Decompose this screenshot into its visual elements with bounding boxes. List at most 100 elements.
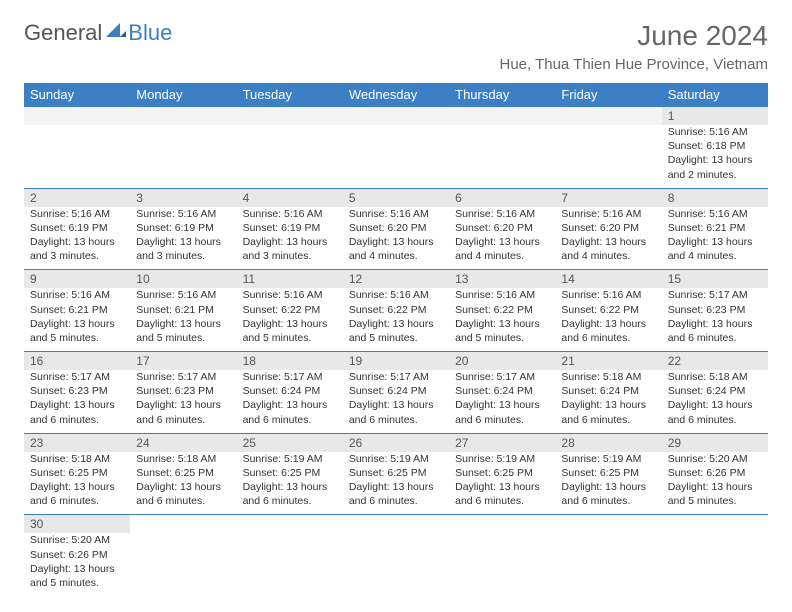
sunset-line: Sunset: 6:24 PM xyxy=(455,384,549,398)
day-number-row: 2345678 xyxy=(24,188,768,207)
day-cell: Sunrise: 5:19 AMSunset: 6:25 PMDaylight:… xyxy=(449,452,555,515)
calendar-week-row: Sunrise: 5:16 AMSunset: 6:21 PMDaylight:… xyxy=(24,288,768,351)
day-number: 5 xyxy=(343,188,449,207)
day-number: 15 xyxy=(662,270,768,289)
sunrise-line: Sunrise: 5:19 AM xyxy=(561,452,655,466)
sunset-line: Sunset: 6:25 PM xyxy=(243,466,337,480)
sunset-line: Sunset: 6:22 PM xyxy=(455,303,549,317)
day-cell: Sunrise: 5:19 AMSunset: 6:25 PMDaylight:… xyxy=(237,452,343,515)
sunrise-line: Sunrise: 5:16 AM xyxy=(561,288,655,302)
daylight-line: Daylight: 13 hours and 5 minutes. xyxy=(349,317,443,345)
day-number: 22 xyxy=(662,352,768,371)
sunrise-line: Sunrise: 5:16 AM xyxy=(136,288,230,302)
day-cell: Sunrise: 5:18 AMSunset: 6:24 PMDaylight:… xyxy=(662,370,768,433)
day-cell xyxy=(449,533,555,596)
daylight-line: Daylight: 13 hours and 4 minutes. xyxy=(668,235,762,263)
day-cell xyxy=(555,533,661,596)
day-cell: Sunrise: 5:16 AMSunset: 6:18 PMDaylight:… xyxy=(662,125,768,188)
day-cell: Sunrise: 5:16 AMSunset: 6:21 PMDaylight:… xyxy=(662,207,768,270)
day-number xyxy=(449,107,555,126)
day-cell: Sunrise: 5:17 AMSunset: 6:24 PMDaylight:… xyxy=(237,370,343,433)
calendar-week-row: Sunrise: 5:16 AMSunset: 6:18 PMDaylight:… xyxy=(24,125,768,188)
day-cell xyxy=(662,533,768,596)
day-number xyxy=(237,107,343,126)
logo-text-general: General xyxy=(24,20,102,46)
day-number xyxy=(449,515,555,534)
sunrise-line: Sunrise: 5:18 AM xyxy=(30,452,124,466)
day-number xyxy=(130,107,236,126)
sunrise-line: Sunrise: 5:18 AM xyxy=(561,370,655,384)
day-number xyxy=(343,515,449,534)
sunrise-line: Sunrise: 5:20 AM xyxy=(668,452,762,466)
day-cell: Sunrise: 5:17 AMSunset: 6:24 PMDaylight:… xyxy=(449,370,555,433)
weekday-header-row: Sunday Monday Tuesday Wednesday Thursday… xyxy=(24,83,768,107)
weekday-header: Monday xyxy=(130,83,236,107)
month-title: June 2024 xyxy=(500,20,769,52)
sunset-line: Sunset: 6:23 PM xyxy=(136,384,230,398)
sunset-line: Sunset: 6:22 PM xyxy=(349,303,443,317)
day-number: 9 xyxy=(24,270,130,289)
day-cell: Sunrise: 5:17 AMSunset: 6:23 PMDaylight:… xyxy=(130,370,236,433)
day-number xyxy=(662,515,768,534)
day-cell: Sunrise: 5:16 AMSunset: 6:21 PMDaylight:… xyxy=(130,288,236,351)
day-number: 30 xyxy=(24,515,130,534)
sunrise-line: Sunrise: 5:16 AM xyxy=(243,207,337,221)
sunrise-line: Sunrise: 5:19 AM xyxy=(455,452,549,466)
daylight-line: Daylight: 13 hours and 6 minutes. xyxy=(561,398,655,426)
day-number: 11 xyxy=(237,270,343,289)
daylight-line: Daylight: 13 hours and 3 minutes. xyxy=(136,235,230,263)
day-cell: Sunrise: 5:16 AMSunset: 6:19 PMDaylight:… xyxy=(24,207,130,270)
sunrise-line: Sunrise: 5:17 AM xyxy=(243,370,337,384)
calendar-body: 1Sunrise: 5:16 AMSunset: 6:18 PMDaylight… xyxy=(24,107,768,597)
day-cell xyxy=(343,533,449,596)
sunset-line: Sunset: 6:21 PM xyxy=(668,221,762,235)
day-cell: Sunrise: 5:20 AMSunset: 6:26 PMDaylight:… xyxy=(24,533,130,596)
daylight-line: Daylight: 13 hours and 5 minutes. xyxy=(455,317,549,345)
sunrise-line: Sunrise: 5:19 AM xyxy=(349,452,443,466)
day-number: 29 xyxy=(662,433,768,452)
day-cell: Sunrise: 5:16 AMSunset: 6:20 PMDaylight:… xyxy=(343,207,449,270)
sunset-line: Sunset: 6:21 PM xyxy=(30,303,124,317)
sunset-line: Sunset: 6:24 PM xyxy=(561,384,655,398)
daylight-line: Daylight: 13 hours and 3 minutes. xyxy=(243,235,337,263)
sunrise-line: Sunrise: 5:17 AM xyxy=(136,370,230,384)
daylight-line: Daylight: 13 hours and 5 minutes. xyxy=(30,317,124,345)
sunrise-line: Sunrise: 5:18 AM xyxy=(136,452,230,466)
sunset-line: Sunset: 6:24 PM xyxy=(668,384,762,398)
day-number: 17 xyxy=(130,352,236,371)
daylight-line: Daylight: 13 hours and 6 minutes. xyxy=(349,480,443,508)
sunrise-line: Sunrise: 5:19 AM xyxy=(243,452,337,466)
sunset-line: Sunset: 6:25 PM xyxy=(136,466,230,480)
day-number: 10 xyxy=(130,270,236,289)
sunrise-line: Sunrise: 5:16 AM xyxy=(349,288,443,302)
day-cell: Sunrise: 5:17 AMSunset: 6:23 PMDaylight:… xyxy=(662,288,768,351)
day-cell: Sunrise: 5:16 AMSunset: 6:22 PMDaylight:… xyxy=(449,288,555,351)
day-number: 12 xyxy=(343,270,449,289)
triangle-icon xyxy=(106,21,126,37)
day-number: 7 xyxy=(555,188,661,207)
day-cell xyxy=(237,533,343,596)
sunrise-line: Sunrise: 5:20 AM xyxy=(30,533,124,547)
sunrise-line: Sunrise: 5:17 AM xyxy=(455,370,549,384)
sunrise-line: Sunrise: 5:17 AM xyxy=(30,370,124,384)
sunrise-line: Sunrise: 5:16 AM xyxy=(561,207,655,221)
daylight-line: Daylight: 13 hours and 6 minutes. xyxy=(243,398,337,426)
sunrise-line: Sunrise: 5:16 AM xyxy=(30,288,124,302)
calendar-week-row: Sunrise: 5:20 AMSunset: 6:26 PMDaylight:… xyxy=(24,533,768,596)
sunrise-line: Sunrise: 5:17 AM xyxy=(349,370,443,384)
daylight-line: Daylight: 13 hours and 6 minutes. xyxy=(243,480,337,508)
day-number xyxy=(24,107,130,126)
day-cell: Sunrise: 5:16 AMSunset: 6:22 PMDaylight:… xyxy=(555,288,661,351)
day-cell: Sunrise: 5:20 AMSunset: 6:26 PMDaylight:… xyxy=(662,452,768,515)
day-cell: Sunrise: 5:16 AMSunset: 6:22 PMDaylight:… xyxy=(237,288,343,351)
sunset-line: Sunset: 6:25 PM xyxy=(30,466,124,480)
sunset-line: Sunset: 6:26 PM xyxy=(30,548,124,562)
day-number xyxy=(555,515,661,534)
sunset-line: Sunset: 6:19 PM xyxy=(136,221,230,235)
day-cell xyxy=(237,125,343,188)
day-number-row: 9101112131415 xyxy=(24,270,768,289)
day-number: 1 xyxy=(662,107,768,126)
day-cell: Sunrise: 5:17 AMSunset: 6:24 PMDaylight:… xyxy=(343,370,449,433)
day-number: 8 xyxy=(662,188,768,207)
sunset-line: Sunset: 6:23 PM xyxy=(30,384,124,398)
